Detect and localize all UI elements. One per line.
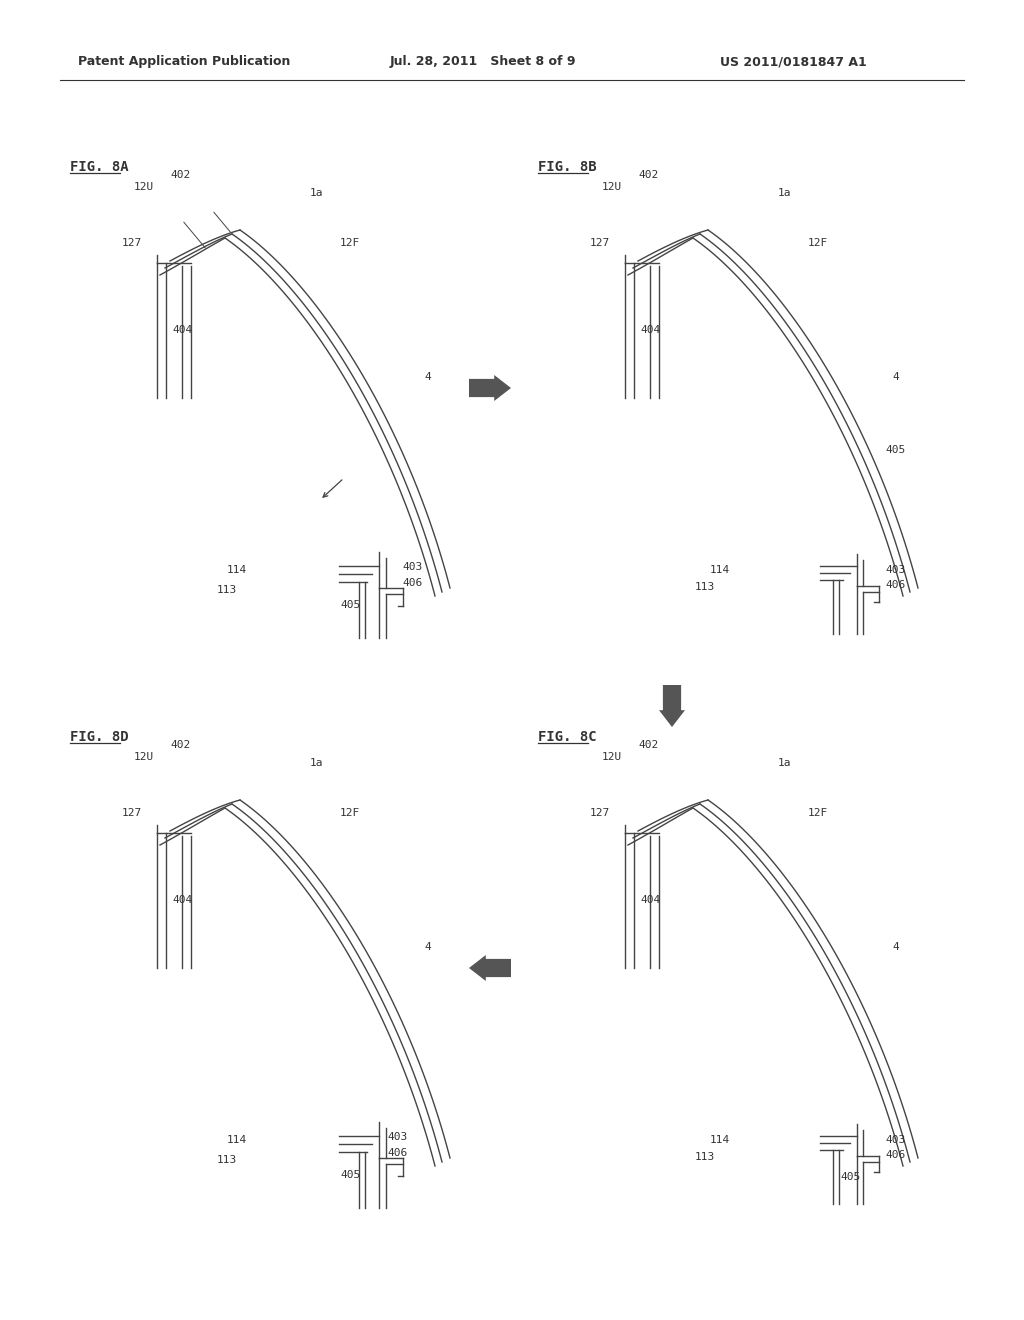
Text: 402: 402	[638, 741, 658, 750]
Text: 12U: 12U	[602, 182, 623, 191]
Text: 403: 403	[885, 565, 905, 576]
Text: 12F: 12F	[340, 238, 360, 248]
Text: 1a: 1a	[778, 187, 792, 198]
Text: Patent Application Publication: Patent Application Publication	[78, 55, 291, 69]
Text: 1a: 1a	[310, 758, 324, 768]
Text: 404: 404	[172, 895, 193, 906]
Text: 127: 127	[590, 238, 610, 248]
Text: 403: 403	[387, 1133, 408, 1142]
Text: 12U: 12U	[134, 752, 155, 762]
Text: 405: 405	[885, 445, 905, 455]
Text: US 2011/0181847 A1: US 2011/0181847 A1	[720, 55, 866, 69]
Text: 113: 113	[217, 1155, 237, 1166]
Text: FIG. 8D: FIG. 8D	[70, 730, 129, 744]
Text: 404: 404	[172, 325, 193, 335]
Text: FIG. 8C: FIG. 8C	[538, 730, 597, 744]
Text: 402: 402	[170, 741, 190, 750]
Text: 12U: 12U	[134, 182, 155, 191]
Text: Jul. 28, 2011   Sheet 8 of 9: Jul. 28, 2011 Sheet 8 of 9	[390, 55, 577, 69]
Text: 12F: 12F	[808, 238, 828, 248]
Text: 1a: 1a	[310, 187, 324, 198]
Text: 114: 114	[226, 565, 247, 576]
Text: 12F: 12F	[340, 808, 360, 818]
Text: 404: 404	[640, 895, 660, 906]
Polygon shape	[469, 954, 511, 981]
Text: 114: 114	[710, 1135, 730, 1144]
Polygon shape	[469, 375, 511, 401]
Text: 403: 403	[885, 1135, 905, 1144]
Text: 127: 127	[590, 808, 610, 818]
Text: 405: 405	[340, 601, 360, 610]
Polygon shape	[659, 685, 685, 727]
Text: 114: 114	[710, 565, 730, 576]
Text: 4: 4	[424, 372, 431, 381]
Text: 127: 127	[122, 238, 142, 248]
Text: 4: 4	[424, 942, 431, 952]
Text: 12F: 12F	[808, 808, 828, 818]
Text: 4: 4	[892, 372, 899, 381]
Text: 405: 405	[840, 1172, 860, 1181]
Text: 406: 406	[885, 1150, 905, 1160]
Text: 113: 113	[694, 1152, 715, 1162]
Text: 127: 127	[122, 808, 142, 818]
Text: 406: 406	[387, 1148, 408, 1158]
Text: 402: 402	[638, 170, 658, 180]
Text: FIG. 8A: FIG. 8A	[70, 160, 129, 174]
Text: 114: 114	[226, 1135, 247, 1144]
Text: 12U: 12U	[602, 752, 623, 762]
Text: 406: 406	[402, 578, 422, 587]
Text: 113: 113	[217, 585, 237, 595]
Text: FIG. 8B: FIG. 8B	[538, 160, 597, 174]
Text: 403: 403	[402, 562, 422, 572]
Text: 402: 402	[170, 170, 190, 180]
Text: 406: 406	[885, 579, 905, 590]
Text: 404: 404	[640, 325, 660, 335]
Text: 113: 113	[694, 582, 715, 591]
Text: 4: 4	[892, 942, 899, 952]
Text: 405: 405	[340, 1170, 360, 1180]
Text: 1a: 1a	[778, 758, 792, 768]
